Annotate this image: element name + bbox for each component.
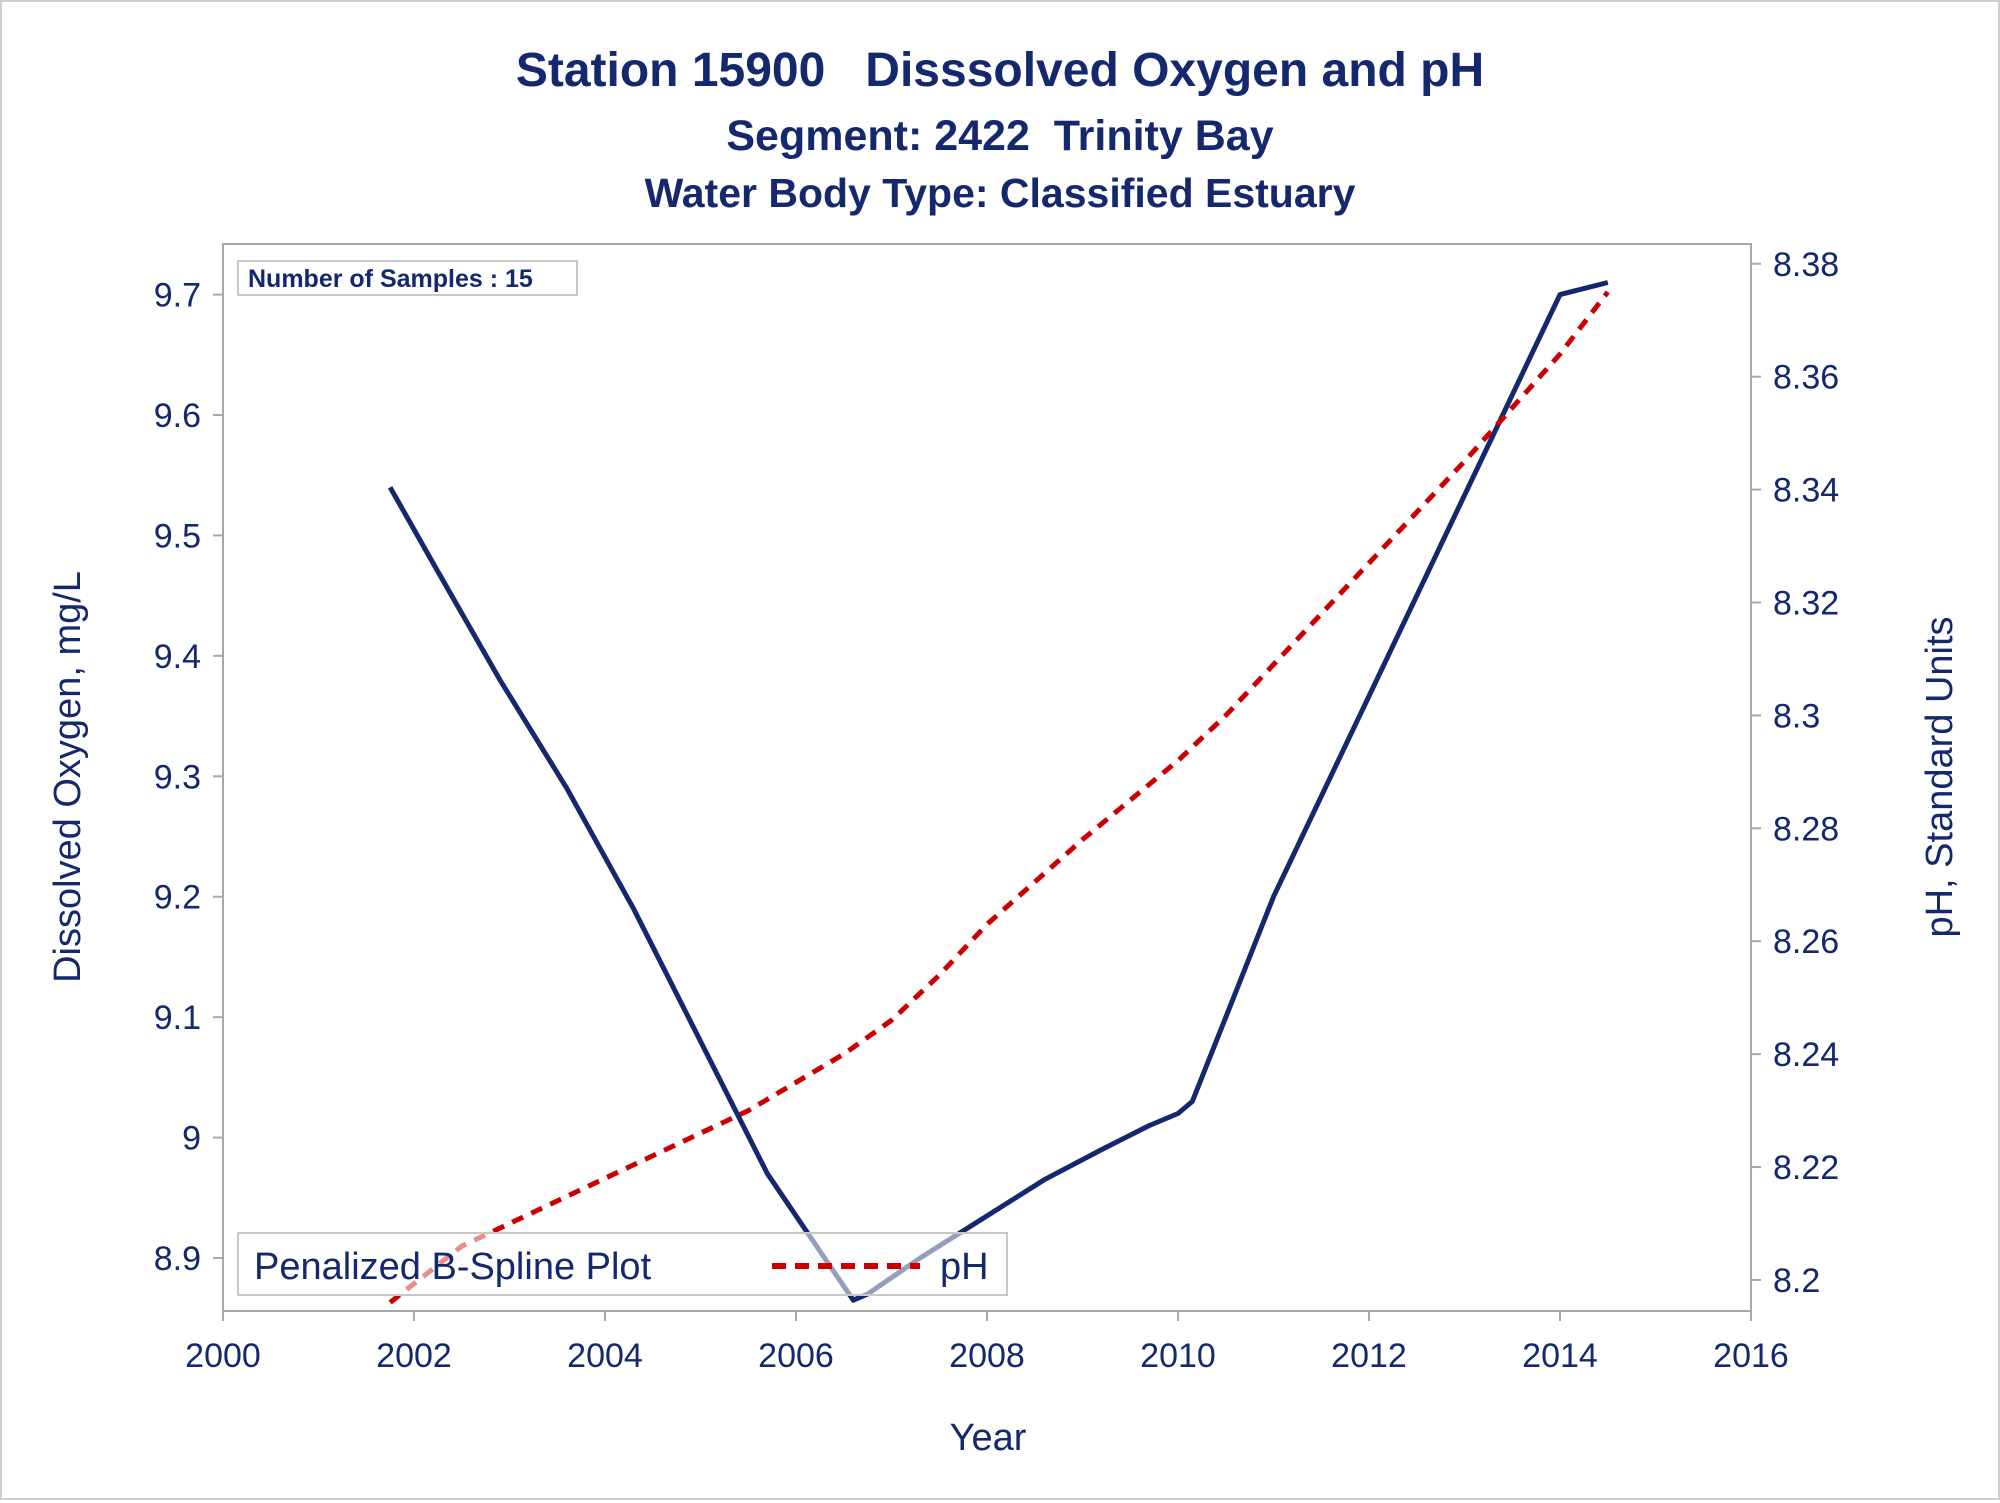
y2-tick-label: 8.34 — [1773, 472, 1839, 510]
y2-tick-label: 8.36 — [1773, 359, 1839, 397]
legend: Penalized B-Spline Plot pH — [237, 1232, 1008, 1296]
x-tick-label: 2008 — [949, 1337, 1025, 1375]
x-tick-label: 2014 — [1522, 1337, 1598, 1375]
sample-count-box — [237, 260, 578, 296]
y-tick-label: 9.6 — [154, 397, 201, 435]
y2-tick-label: 8.26 — [1773, 923, 1839, 961]
sample-count-annotation: Number of Samples : 15 — [248, 265, 533, 293]
x-tick-label: 2012 — [1331, 1337, 1407, 1375]
x-axis-label: Year — [950, 1417, 1027, 1459]
y2-tick-label: 8.32 — [1773, 584, 1839, 622]
y-tick-label: 9.7 — [154, 277, 201, 315]
y-tick-label: 9.4 — [154, 638, 201, 676]
y2-axis-label: pH, Standard Units — [1919, 616, 1961, 937]
legend-entry-ph: pH — [940, 1246, 989, 1288]
y-axis-label: Dissolved Oxygen, mg/L — [47, 571, 89, 983]
y-tick-label: 9.5 — [154, 517, 201, 555]
chart-title: Station 15900 Disssolved Oxygen and pH — [516, 44, 1484, 97]
y-tick-label: 9.2 — [154, 879, 201, 917]
y-tick-label: 8.9 — [154, 1240, 201, 1278]
x-tick-label: 2010 — [1140, 1337, 1216, 1375]
x-tick-label: 2016 — [1713, 1337, 1789, 1375]
y-axis-right: 8.2 8.22 8.24 8.26 8.28 8.3 8.32 8.34 8.36 8.38 — [1751, 246, 1839, 1300]
series-line-ph — [388, 290, 1610, 1305]
series-line-do — [387, 280, 1609, 1303]
y2-tick-label: 8.2 — [1773, 1262, 1820, 1300]
y2-tick-label: 8.3 — [1773, 697, 1820, 735]
y-tick-label: 9 — [182, 1120, 201, 1158]
x-tick-label: 2004 — [567, 1337, 643, 1375]
legend-title: Penalized B-Spline Plot — [254, 1246, 652, 1288]
y-axis-left: 8.9 9 9.1 9.2 9.3 9.4 9.5 9.6 9.7 — [154, 277, 223, 1278]
x-tick-label: 2006 — [758, 1337, 834, 1375]
chart-subtitle: Segment: 2422 Trinity Bay — [726, 112, 1273, 160]
x-tick-label: 2002 — [376, 1337, 452, 1375]
x-tick-label: 2000 — [185, 1337, 261, 1375]
legend-box — [237, 1232, 1008, 1296]
plot-area — [222, 243, 1752, 1312]
y2-tick-label: 8.28 — [1773, 810, 1839, 848]
y-tick-label: 9.1 — [154, 999, 201, 1037]
y-tick-label: 9.3 — [154, 758, 201, 796]
chart-subtitle-2: Water Body Type: Classified Estuary — [645, 170, 1356, 216]
y2-tick-label: 8.24 — [1773, 1036, 1839, 1074]
y2-tick-label: 8.22 — [1773, 1149, 1839, 1187]
series-layer — [387, 280, 1610, 1305]
x-axis: 2000 2002 2004 2006 2008 2010 2012 2014 2016 — [185, 1311, 1789, 1375]
y2-tick-label: 8.38 — [1773, 246, 1839, 284]
